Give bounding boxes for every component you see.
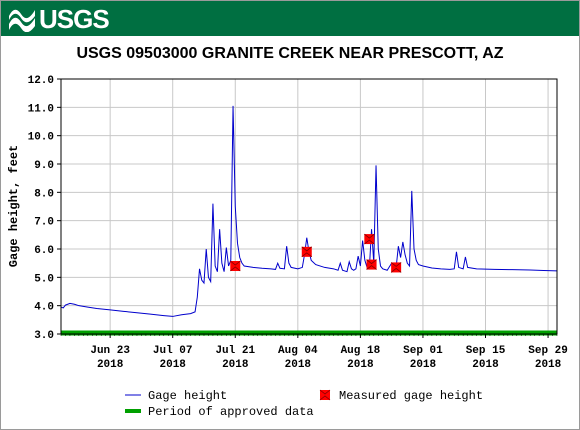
x-tick-year: 2018	[160, 359, 187, 371]
measured-point-bottom-notch	[364, 239, 375, 245]
measured-point-square	[366, 259, 377, 270]
x-tick-label: Sep 29	[528, 345, 568, 357]
y-tick-label: 4.0	[34, 302, 54, 314]
y-tick-label: 9.0	[34, 160, 54, 172]
y-tick-label: 3.0	[34, 330, 54, 342]
legend-swatch-measured	[319, 389, 331, 401]
legend-label-approved: Period of approved data	[148, 405, 314, 419]
x-tick-label: Sep 15	[466, 345, 506, 357]
x-tick-label: Jul 21	[215, 345, 255, 357]
usgs-logo[interactable]: USGS	[7, 4, 110, 34]
y-tick-label: 6.0	[34, 245, 54, 257]
measured-point-square	[391, 262, 402, 273]
measured-point-bottom-notch	[301, 252, 313, 258]
measured-point	[366, 259, 377, 270]
measured-point	[390, 262, 402, 273]
measured-point-square	[364, 234, 375, 245]
x-tick-year: 2018	[347, 359, 374, 371]
measured-point-bottom-notch	[230, 266, 241, 272]
legend-swatch-measured-square	[320, 390, 330, 400]
legend-swatch-measured-bottom-notch	[319, 395, 331, 401]
y-tick-label: 5.0	[34, 273, 54, 285]
plot-area-border	[60, 78, 558, 335]
measured-point-square	[230, 261, 241, 271]
grid	[61, 78, 557, 335]
legend-label-gage-height: Gage height	[148, 389, 227, 403]
measured-point	[230, 260, 241, 272]
y-tick-label: 11.0	[28, 103, 54, 115]
measured-point-bottom-notch	[366, 265, 377, 270]
legend-swatch-measured-top-notch	[319, 389, 331, 395]
y-tick-label: 10.0	[28, 132, 54, 144]
measured-point-top-notch	[390, 262, 402, 267]
measured-point-square	[301, 246, 312, 257]
gage-height-line	[60, 105, 558, 317]
axes: 3.0 4.0 5.0 6.0 7.0 8.0 9.0 10.0 11.0 12.0 Jun 23 2…	[28, 75, 568, 371]
measured-point-bottom-notch	[390, 267, 402, 273]
y-tick-label: 12.0	[28, 75, 54, 87]
usgs-wave-icon	[9, 9, 35, 32]
usgs-banner: USGS	[1, 1, 579, 36]
measured-point	[301, 246, 313, 258]
measured-point-top-notch	[364, 233, 375, 239]
x-tick-label: Aug 04	[278, 345, 318, 357]
chart-title: USGS 09503000 GRANITE CREEK NEAR PRESCOT…	[76, 45, 504, 62]
data-layer	[60, 105, 558, 336]
x-tick-label: Aug 18	[341, 345, 381, 357]
x-tick-label: Jul 07	[153, 345, 193, 357]
y-tick-label: 8.0	[34, 188, 54, 200]
x-tick-year: 2018	[410, 359, 437, 371]
x-tick-year: 2018	[535, 359, 562, 371]
logo-text: USGS	[39, 4, 110, 34]
x-tick-year: 2018	[222, 359, 249, 371]
x-tick-year: 2018	[97, 359, 124, 371]
measured-point-top-notch	[366, 259, 377, 265]
measured-point-top-notch	[301, 246, 313, 252]
x-tick-year: 2018	[285, 359, 312, 371]
x-tick-label: Jun 23	[90, 345, 130, 357]
legend: Gage height Measured gage height Period of…	[125, 389, 483, 419]
x-tick-year: 2018	[472, 359, 499, 371]
y-tick-label: 7.0	[34, 217, 54, 229]
legend-label-measured: Measured gage height	[339, 389, 483, 403]
x-tick-label: Sep 01	[403, 345, 443, 357]
y-axis-label: Gage height, feet	[7, 145, 21, 267]
measured-point-top-notch	[230, 260, 241, 266]
measured-point	[364, 233, 375, 245]
